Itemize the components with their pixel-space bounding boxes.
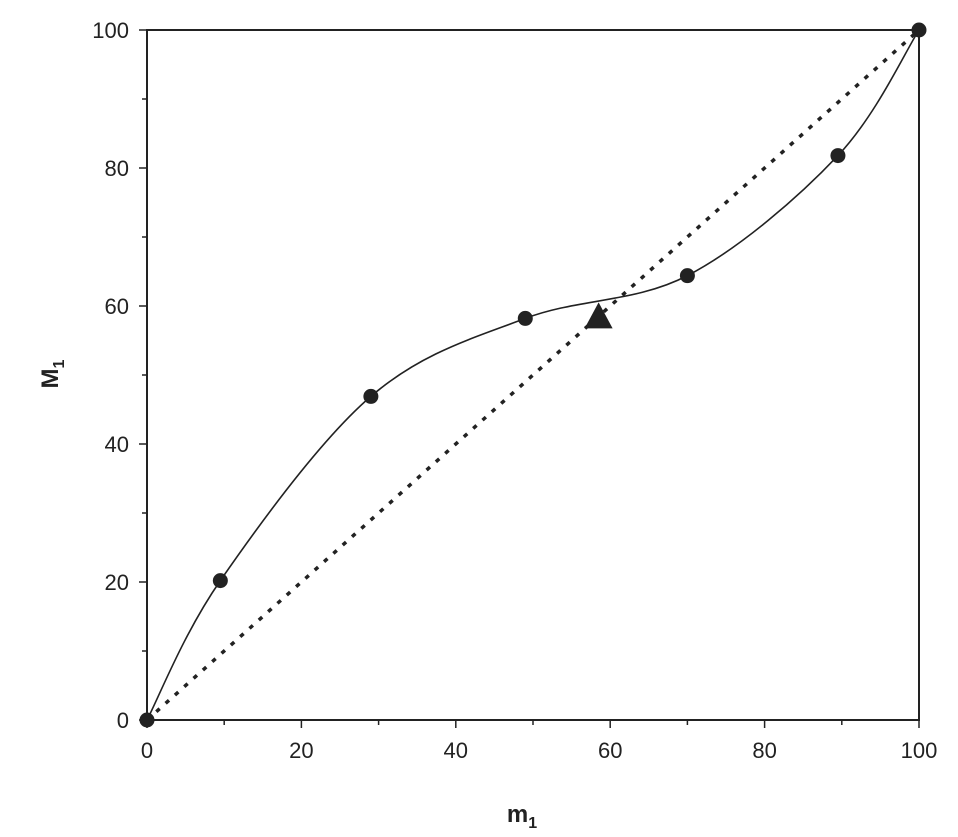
data-point <box>363 388 379 404</box>
series-line-0 <box>146 29 920 721</box>
data-point <box>911 22 927 38</box>
triangle-marker <box>584 302 613 329</box>
y-tick-label: 60 <box>105 294 129 319</box>
data-point <box>679 268 695 284</box>
minor-ticks <box>142 98 843 725</box>
x-tick-label: 80 <box>752 738 776 763</box>
y-tick-labels: 0 20 40 60 80 100 <box>92 18 129 733</box>
x-tick-label: 20 <box>289 738 313 763</box>
y-tick-label: 20 <box>105 570 129 595</box>
data-point <box>517 310 533 326</box>
x-tick-label: 0 <box>141 738 153 763</box>
series-line-1 <box>145 28 921 722</box>
data-point <box>830 148 846 164</box>
y-tick-label: 80 <box>105 156 129 181</box>
x-tick-label: 60 <box>598 738 622 763</box>
data-point <box>212 573 228 589</box>
plot-frame <box>146 29 920 721</box>
data-point <box>139 712 155 728</box>
y-axis-label: M1 <box>37 359 68 388</box>
x-tick-label: 40 <box>444 738 468 763</box>
y-tick-label: 100 <box>92 18 129 43</box>
series-lines <box>145 28 921 722</box>
annotation-markers <box>584 302 613 329</box>
y-tick-label: 40 <box>105 432 129 457</box>
series-markers <box>139 22 927 728</box>
y-tick-label: 0 <box>117 708 129 733</box>
x-tick-labels: 0 20 40 60 80 100 <box>141 738 937 763</box>
x-tick-label: 100 <box>901 738 938 763</box>
x-axis-label: m1 <box>507 801 537 832</box>
